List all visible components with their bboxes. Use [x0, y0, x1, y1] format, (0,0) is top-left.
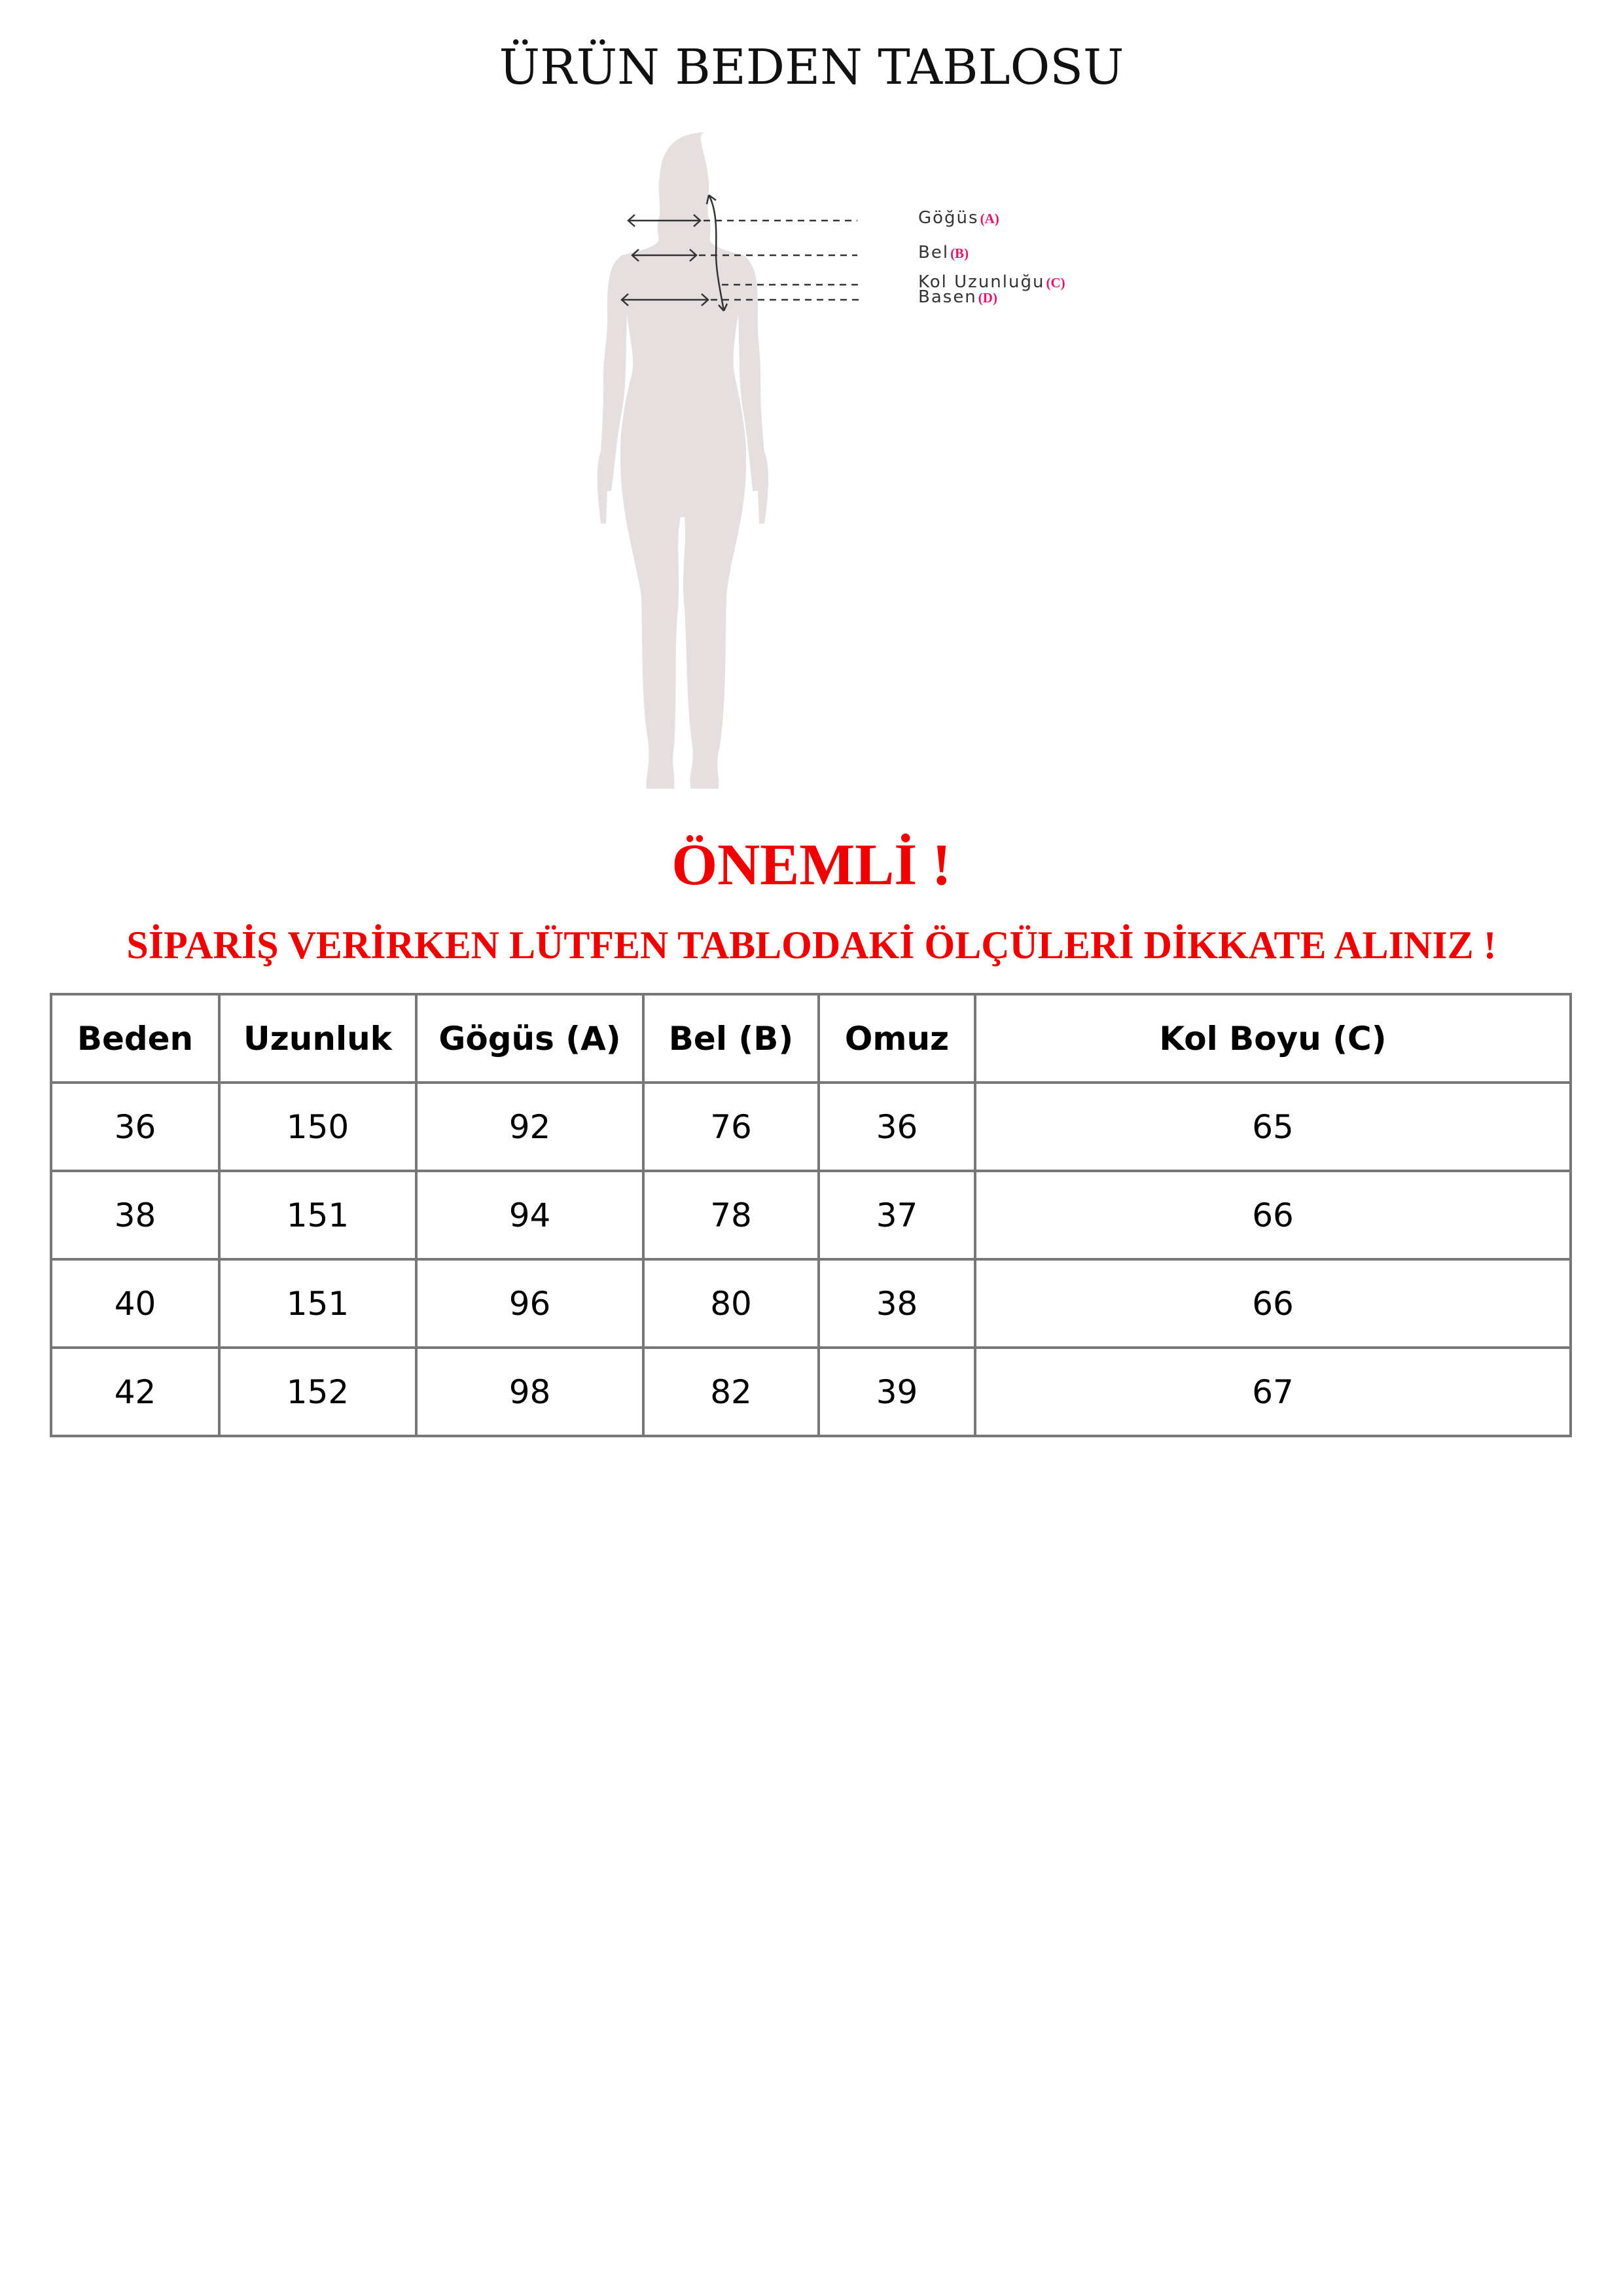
cell-shoulder: 37: [817, 1170, 976, 1261]
header-shoulder: Omuz: [817, 993, 976, 1084]
cell-size: 36: [50, 1081, 221, 1172]
hip-label-text: Basen: [918, 287, 977, 307]
header-sleeve: Kol Boyu (C): [974, 993, 1572, 1084]
warning-message: SİPARİŞ VERİRKEN LÜTFEN TABLODAKİ ÖLÇÜLE…: [126, 924, 1497, 967]
hip-code: (D): [978, 290, 997, 306]
size-table: Beden Uzunluk Gögüs (A) Bel (B) Omuz Kol…: [50, 993, 1572, 1437]
female-silhouette-icon: [597, 132, 859, 789]
page-title: ÜRÜN BEDEN TABLOSU: [499, 39, 1124, 96]
cell-chest: 98: [415, 1346, 645, 1437]
table-header-row: Beden Uzunluk Gögüs (A) Bel (B) Omuz Kol…: [50, 993, 1572, 1084]
hip-label: Basen(D): [918, 287, 997, 307]
table-row: 40 151 96 80 38 66: [50, 1258, 1572, 1349]
cell-chest: 94: [415, 1170, 645, 1261]
cell-sleeve: 65: [974, 1081, 1572, 1172]
important-heading: ÖNEMLİ !: [671, 833, 952, 897]
chest-code: (A): [980, 211, 999, 226]
cell-shoulder: 38: [817, 1258, 976, 1349]
sleeve-length-label: Kol Uzunluğu(C): [918, 272, 1065, 292]
cell-sleeve: 67: [974, 1346, 1572, 1437]
chest-label: Göğüs(A): [918, 208, 999, 228]
cell-shoulder: 39: [817, 1346, 976, 1437]
chest-label-text: Göğüs: [918, 208, 979, 228]
cell-waist: 78: [642, 1170, 820, 1261]
cell-length: 150: [218, 1081, 418, 1172]
sleeve-length-label-text: Kol Uzunluğu: [918, 272, 1045, 292]
header-length: Uzunluk: [218, 993, 418, 1084]
table-row: 36 150 92 76 36 65: [50, 1081, 1572, 1172]
cell-length: 152: [218, 1346, 418, 1437]
header-waist: Bel (B): [642, 993, 820, 1084]
waist-label: Bel(B): [918, 243, 969, 262]
cell-chest: 96: [415, 1258, 645, 1349]
table-row: 42 152 98 82 39 67: [50, 1346, 1572, 1437]
cell-length: 151: [218, 1258, 418, 1349]
cell-chest: 92: [415, 1081, 645, 1172]
cell-sleeve: 66: [974, 1258, 1572, 1349]
sleeve-length-code: (C): [1046, 275, 1065, 291]
waist-code: (B): [950, 245, 969, 261]
header-size: Beden: [50, 993, 221, 1084]
cell-waist: 76: [642, 1081, 820, 1172]
cell-size: 42: [50, 1346, 221, 1437]
cell-waist: 80: [642, 1258, 820, 1349]
cell-size: 38: [50, 1170, 221, 1261]
cell-size: 40: [50, 1258, 221, 1349]
body-measurement-figure: Göğüs(A) Bel(B) Kol Uzunluğu(C) Basen(D): [589, 124, 1113, 805]
cell-shoulder: 36: [817, 1081, 976, 1172]
table-row: 38 151 94 78 37 66: [50, 1170, 1572, 1261]
waist-label-text: Bel: [918, 243, 950, 262]
header-chest: Gögüs (A): [415, 993, 645, 1084]
cell-waist: 82: [642, 1346, 820, 1437]
cell-sleeve: 66: [974, 1170, 1572, 1261]
cell-length: 151: [218, 1170, 418, 1261]
